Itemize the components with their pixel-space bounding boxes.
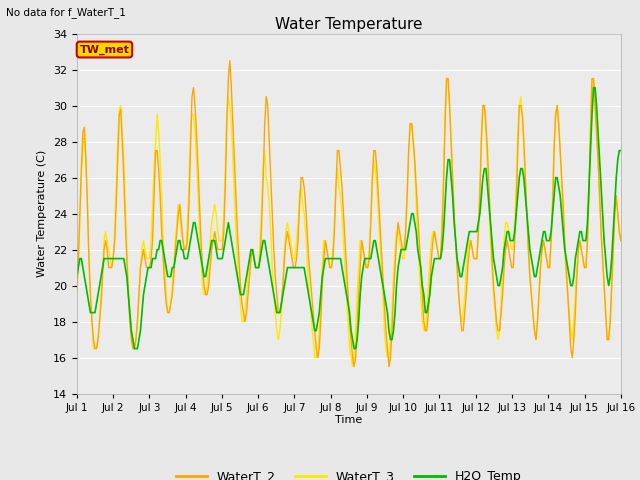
WaterT_2 [264, 103, 271, 108]
WaterT_2 [73, 286, 81, 292]
WaterT_2 [350, 364, 358, 370]
WaterT_3 [73, 292, 81, 298]
WaterT_2 [617, 238, 625, 243]
H2O_Temp [264, 256, 271, 262]
WaterT_3 [617, 238, 625, 243]
WaterT_2 [589, 76, 597, 82]
WaterT_3 [262, 175, 270, 180]
Legend: WaterT_2, WaterT_3, H2O_Temp: WaterT_2, WaterT_3, H2O_Temp [171, 465, 527, 480]
WaterT_2 [255, 265, 262, 271]
H2O_Temp [237, 292, 244, 298]
Line: WaterT_2: WaterT_2 [77, 60, 621, 367]
WaterT_2 [312, 346, 320, 351]
H2O_Temp [617, 148, 625, 154]
H2O_Temp [131, 346, 138, 351]
Text: TW_met: TW_met [79, 44, 129, 55]
WaterT_3 [589, 76, 597, 82]
X-axis label: Time: Time [335, 415, 362, 425]
WaterT_3 [235, 283, 243, 288]
Text: No data for f_WaterT_1: No data for f_WaterT_1 [6, 7, 126, 18]
Title: Water Temperature: Water Temperature [275, 17, 422, 33]
WaterT_3 [140, 238, 147, 243]
WaterT_3 [349, 364, 356, 370]
WaterT_2 [140, 247, 147, 252]
WaterT_2 [226, 58, 234, 63]
H2O_Temp [589, 85, 597, 91]
Line: WaterT_3: WaterT_3 [77, 79, 621, 367]
Y-axis label: Water Temperature (C): Water Temperature (C) [37, 150, 47, 277]
H2O_Temp [141, 283, 149, 288]
H2O_Temp [588, 112, 596, 118]
Line: H2O_Temp: H2O_Temp [77, 88, 621, 348]
WaterT_3 [253, 265, 261, 271]
H2O_Temp [73, 274, 81, 279]
WaterT_3 [311, 355, 319, 360]
H2O_Temp [255, 265, 262, 271]
H2O_Temp [312, 328, 320, 334]
WaterT_2 [237, 283, 244, 288]
WaterT_3 [443, 76, 451, 82]
